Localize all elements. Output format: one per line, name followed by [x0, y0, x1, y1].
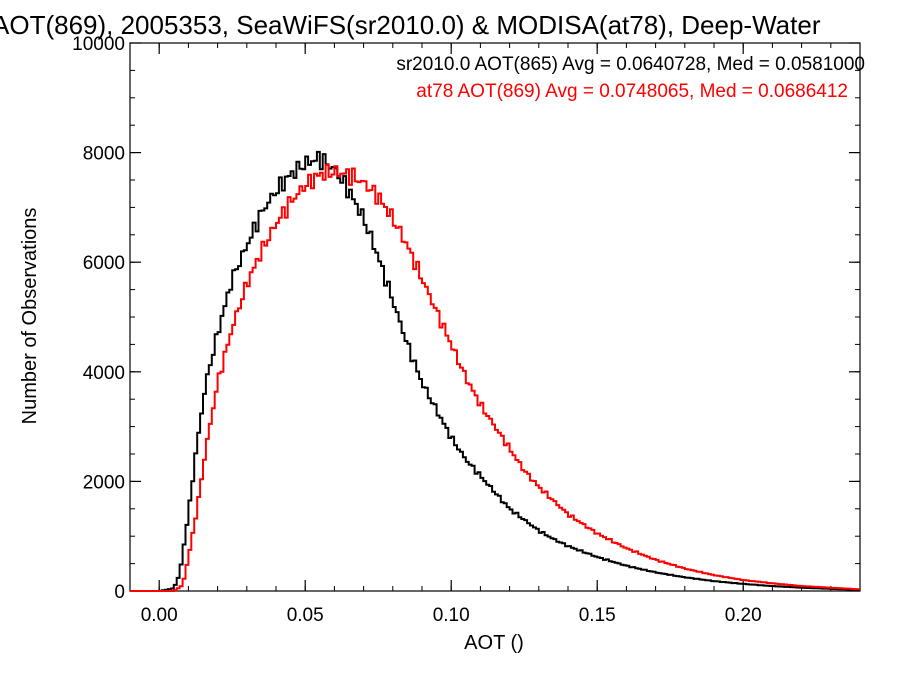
- series-line-sr2010-0: [130, 150, 860, 592]
- chart-title: AOT(869), 2005353, SeaWiFS(sr2010.0) & M…: [0, 10, 821, 40]
- y-tick-label: 6000: [83, 253, 125, 274]
- x-tick-label: 0.00: [141, 605, 178, 626]
- y-tick-label: 10000: [72, 34, 125, 55]
- y-tick-label: 4000: [83, 363, 125, 384]
- series-line-at78: [130, 163, 860, 592]
- plot-frame: [129, 42, 861, 592]
- y-axis-label: Number of Observations: [19, 208, 41, 425]
- x-tick-label: 0.20: [725, 605, 762, 626]
- y-tick-label: 0: [114, 582, 125, 603]
- x-axis-label: AOT (): [464, 632, 524, 654]
- x-tick-label: 0.15: [579, 605, 616, 626]
- y-tick-label: 2000: [83, 472, 125, 493]
- legend-entry-sr2010: sr2010.0 AOT(865) Avg = 0.0640728, Med =…: [396, 54, 865, 75]
- plot-axes: 0 2000 4000 6000 8000 10000 0.00 0.05 0.10 0.15 0.…: [72, 34, 861, 626]
- series-layer: [130, 150, 860, 592]
- y-tick-label: 8000: [83, 144, 125, 165]
- legend-entry-at78: at78 AOT(869) Avg = 0.0748065, Med = 0.0…: [416, 81, 848, 102]
- x-tick-label: 0.05: [287, 605, 324, 626]
- x-tick-label: 0.10: [433, 605, 470, 626]
